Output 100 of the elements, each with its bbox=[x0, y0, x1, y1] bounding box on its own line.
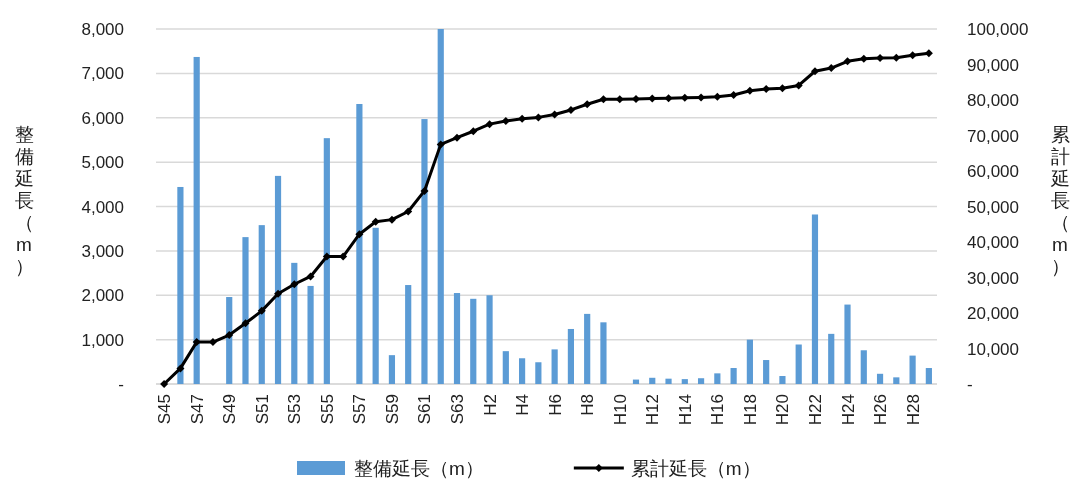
point bbox=[225, 331, 234, 340]
x-tick-label: S51 bbox=[252, 394, 272, 425]
point bbox=[859, 54, 868, 63]
bar bbox=[519, 358, 526, 384]
bar bbox=[681, 379, 688, 384]
bar bbox=[893, 377, 900, 384]
bar bbox=[697, 378, 705, 384]
bar bbox=[405, 285, 412, 384]
x-tick-label: H18 bbox=[740, 394, 760, 426]
point bbox=[729, 91, 738, 100]
bar bbox=[177, 186, 184, 384]
bar bbox=[730, 368, 737, 384]
x-tick-label: S53 bbox=[285, 394, 305, 425]
x-tick-label: H24 bbox=[838, 394, 858, 426]
x-tick-label: H16 bbox=[708, 394, 728, 426]
bar bbox=[828, 333, 835, 384]
bar bbox=[600, 322, 607, 384]
point bbox=[160, 380, 169, 388]
bar bbox=[925, 368, 932, 384]
point bbox=[583, 100, 592, 109]
point bbox=[274, 289, 283, 298]
point bbox=[355, 230, 364, 239]
y2-tick-label: 30,000 bbox=[967, 268, 1019, 288]
point bbox=[453, 133, 462, 142]
point bbox=[404, 207, 413, 216]
point bbox=[892, 53, 901, 62]
bar bbox=[876, 373, 884, 384]
x-tick-label: S59 bbox=[382, 394, 402, 425]
y-tick-label: 3,000 bbox=[81, 241, 124, 261]
y2-tick-label: - bbox=[967, 375, 973, 394]
bar bbox=[714, 373, 721, 384]
point bbox=[469, 127, 478, 136]
point bbox=[908, 51, 917, 60]
bar bbox=[307, 285, 314, 384]
x-tick-label: H12 bbox=[643, 394, 663, 426]
x-tick-label: H10 bbox=[610, 394, 630, 426]
x-tick-label: H6 bbox=[545, 394, 565, 416]
point bbox=[778, 84, 787, 93]
y2-tick-label: 60,000 bbox=[967, 162, 1019, 181]
point bbox=[192, 338, 201, 347]
y2-tick-label: 100,000 bbox=[967, 20, 1029, 39]
bar bbox=[486, 295, 493, 384]
bar bbox=[665, 378, 672, 384]
y2-tick-label: 80,000 bbox=[967, 91, 1019, 110]
bar bbox=[502, 351, 509, 384]
bar bbox=[193, 56, 200, 384]
point bbox=[436, 140, 445, 149]
bar bbox=[388, 355, 396, 384]
point bbox=[322, 252, 331, 261]
bar bbox=[746, 339, 753, 384]
bar bbox=[226, 297, 233, 384]
point bbox=[664, 94, 673, 103]
bar bbox=[437, 29, 444, 384]
y-axis-title: 整備延長（m） bbox=[13, 124, 34, 277]
point bbox=[615, 95, 624, 104]
y-tick-label: 2,000 bbox=[81, 286, 124, 306]
point bbox=[306, 272, 315, 281]
point bbox=[843, 57, 852, 66]
point bbox=[290, 280, 299, 289]
x-tick-label: S61 bbox=[415, 394, 435, 425]
y-tick-label: 8,000 bbox=[81, 20, 124, 39]
x-tick-label: H4 bbox=[513, 394, 533, 416]
bar bbox=[584, 313, 591, 384]
bar bbox=[779, 376, 786, 384]
x-tick-label: H28 bbox=[903, 394, 923, 426]
point bbox=[713, 92, 722, 101]
point bbox=[534, 113, 543, 122]
bar bbox=[567, 328, 574, 384]
bar bbox=[551, 349, 558, 384]
x-tick-label: H26 bbox=[871, 394, 891, 426]
point bbox=[680, 93, 689, 102]
x-tick-label: S55 bbox=[317, 394, 337, 425]
y-tick-label: 5,000 bbox=[81, 153, 124, 173]
point bbox=[387, 215, 396, 224]
y-tick-label: 4,000 bbox=[81, 197, 124, 217]
bar bbox=[844, 304, 851, 384]
x-tick-label: H20 bbox=[773, 394, 793, 426]
bar bbox=[453, 293, 461, 384]
point bbox=[241, 319, 250, 328]
point bbox=[420, 186, 429, 195]
point bbox=[924, 49, 933, 58]
bar bbox=[649, 377, 656, 384]
point bbox=[257, 306, 266, 315]
bar bbox=[356, 103, 363, 384]
x-tick-label: S47 bbox=[187, 394, 207, 425]
x-tick-label: S63 bbox=[448, 394, 468, 425]
x-tick-label: H22 bbox=[805, 394, 825, 426]
bar bbox=[860, 350, 867, 384]
y2-axis-title: 累計延長（m） bbox=[1049, 124, 1070, 277]
point bbox=[810, 67, 819, 76]
x-tick-label: H14 bbox=[675, 394, 695, 426]
x-tick-label: S57 bbox=[350, 394, 370, 425]
y-tick-label: 7,000 bbox=[81, 64, 124, 84]
bar bbox=[274, 175, 282, 384]
point bbox=[485, 120, 494, 129]
point bbox=[501, 116, 510, 125]
bar bbox=[258, 225, 265, 384]
bar bbox=[291, 262, 298, 384]
x-tick-label: H8 bbox=[578, 394, 598, 416]
bar bbox=[795, 344, 802, 384]
